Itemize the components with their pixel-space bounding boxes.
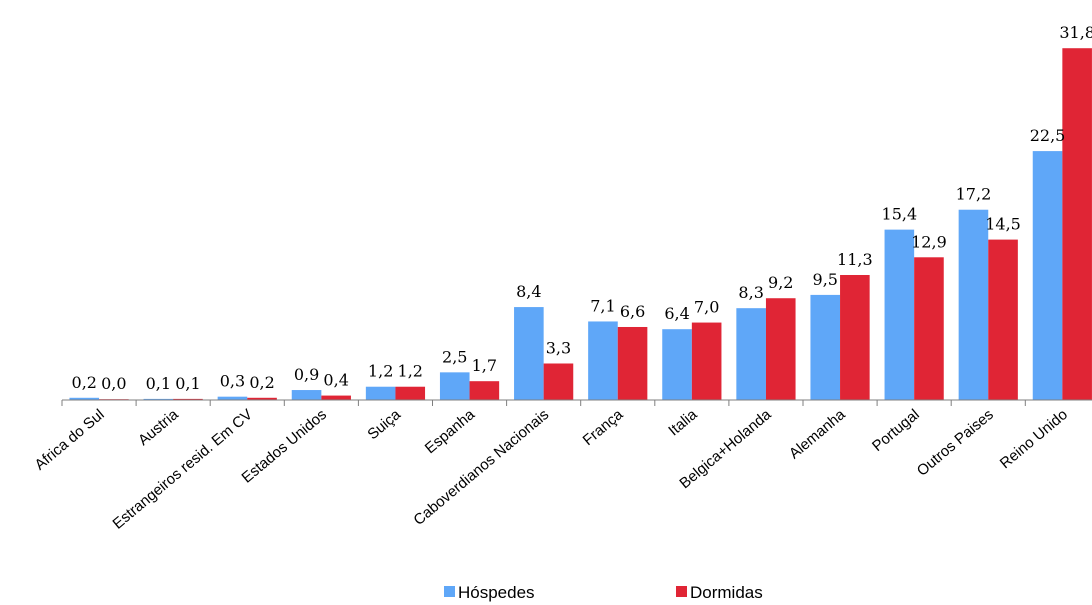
bar-dormidas-italia xyxy=(691,322,722,400)
bar-dormidas-outros-paises xyxy=(988,239,1018,400)
bar-hospedes-estrangeiros-resid-em-cv xyxy=(217,396,248,400)
value-label-hospedes-suica: 1,2 xyxy=(368,362,393,381)
category-label-caboverdianos-nacionais: Caboverdianos Nacionais xyxy=(410,406,552,529)
value-label-hospedes-austria: 0,1 xyxy=(146,374,171,393)
value-label-hospedes-outros-paises: 17,2 xyxy=(956,185,992,204)
category-label-reino-unido: Reino Unido xyxy=(997,406,1071,472)
bar-dormidas-austria xyxy=(173,398,203,400)
value-label-hospedes-caboverdianos-nacionais: 8,4 xyxy=(516,282,541,301)
value-labels-group: 0,2 0,0 0,1 0,1 0,3 0,2 0,9 0,4 1,2 1,22,5 1,78,43… xyxy=(72,23,1092,393)
legend-swatch-dormidas xyxy=(676,586,687,597)
value-label-dormidas-italia: 7,0 xyxy=(694,298,719,317)
value-label-hospedes-italia: 6,4 xyxy=(664,304,689,323)
category-label-suica: Suiça xyxy=(364,406,404,444)
legend-label-dormidas: Dormidas xyxy=(690,583,763,602)
value-label-hospedes-espanha: 2,5 xyxy=(442,347,467,366)
bar-hospedes-portugal xyxy=(884,229,915,400)
category-label-estrangeiros-resid-em-cv: Estrangeiros resid. Em CV xyxy=(110,406,256,533)
value-label-dormidas-alemanha: 11,3 xyxy=(837,250,873,269)
value-label-hospedes-reino-unido: 22,5 xyxy=(1030,126,1066,145)
bar-dormidas-estrangeiros-resid-em-cv xyxy=(247,397,277,400)
value-label-dormidas-estrangeiros-resid-em-cv: 0,2 xyxy=(249,373,274,392)
value-label-dormidas-austria: 0,1 xyxy=(175,374,200,393)
bar-dormidas-estados-unidos xyxy=(321,395,351,400)
category-label-austria: Austria xyxy=(135,406,182,449)
bar-hospedes-estados-unidos xyxy=(291,390,322,400)
legend-label-hospedes: Hóspedes xyxy=(458,583,535,602)
value-label-dormidas-reino-unido: 31,8 xyxy=(1059,23,1092,42)
x-axis-ticks-group xyxy=(61,400,1026,406)
category-label-espanha: Espanha xyxy=(422,406,479,458)
category-label-portugal: Portugal xyxy=(869,406,923,455)
bar-hospedes-belgica-holanda xyxy=(736,308,766,400)
value-label-dormidas-caboverdianos-nacionais: 3,3 xyxy=(546,338,571,357)
bar-dormidas-belgica-holanda xyxy=(765,298,796,400)
category-label-africa-do-sul: Africa do Sul xyxy=(32,406,108,474)
category-label-outros-paises: Outros Paises xyxy=(914,406,997,480)
bar-dormidas-reino-unido xyxy=(1062,48,1092,401)
bar-hospedes-italia xyxy=(662,329,692,400)
value-label-dormidas-belgica-holanda: 9,2 xyxy=(768,273,793,292)
bar-dormidas-espanha xyxy=(469,381,500,400)
value-label-hospedes-franca: 7,1 xyxy=(590,296,615,315)
bar-hospedes-outros-paises xyxy=(958,209,989,400)
value-label-dormidas-outros-paises: 14,5 xyxy=(985,215,1021,234)
bar-dormidas-caboverdianos-nacionais xyxy=(543,363,574,400)
value-label-dormidas-suica: 1,2 xyxy=(398,362,423,381)
category-label-franca: França xyxy=(580,406,627,449)
legend-swatch-hospedes xyxy=(444,586,455,597)
value-label-hospedes-alemanha: 9,5 xyxy=(813,270,838,289)
bar-hospedes-austria xyxy=(143,398,174,400)
bar-hospedes-africa-do-sul xyxy=(69,397,100,400)
bar-dormidas-franca xyxy=(617,326,648,400)
bar-hospedes-reino-unido xyxy=(1032,151,1063,400)
value-label-dormidas-portugal: 12,9 xyxy=(911,232,947,251)
value-label-dormidas-espanha: 1,7 xyxy=(472,356,497,375)
category-label-italia: Italia xyxy=(665,406,701,440)
legend: Hóspedes Dormidas xyxy=(444,583,763,602)
bar-dormidas-portugal xyxy=(914,257,944,400)
bar-hospedes-suica xyxy=(365,386,396,400)
value-label-hospedes-belgica-holanda: 8,3 xyxy=(738,283,763,302)
value-label-dormidas-africa-do-sul: 0,0 xyxy=(101,374,126,393)
bar-hospedes-franca xyxy=(588,321,618,400)
value-label-hospedes-estrangeiros-resid-em-cv: 0,3 xyxy=(220,372,245,391)
bars-group xyxy=(69,48,1092,401)
value-label-hospedes-portugal: 15,4 xyxy=(882,205,918,224)
category-label-alemanha: Alemanha xyxy=(786,406,849,463)
value-label-dormidas-franca: 6,6 xyxy=(620,302,645,321)
bar-dormidas-suica xyxy=(395,386,426,400)
bar-hospedes-alemanha xyxy=(810,294,841,400)
value-label-dormidas-estados-unidos: 0,4 xyxy=(323,371,348,390)
value-label-hospedes-africa-do-sul: 0,2 xyxy=(72,373,97,392)
bar-hospedes-caboverdianos-nacionais xyxy=(514,307,544,400)
bar-hospedes-espanha xyxy=(439,372,470,400)
value-label-hospedes-estados-unidos: 0,9 xyxy=(294,365,319,384)
bar-dormidas-alemanha xyxy=(840,274,870,400)
